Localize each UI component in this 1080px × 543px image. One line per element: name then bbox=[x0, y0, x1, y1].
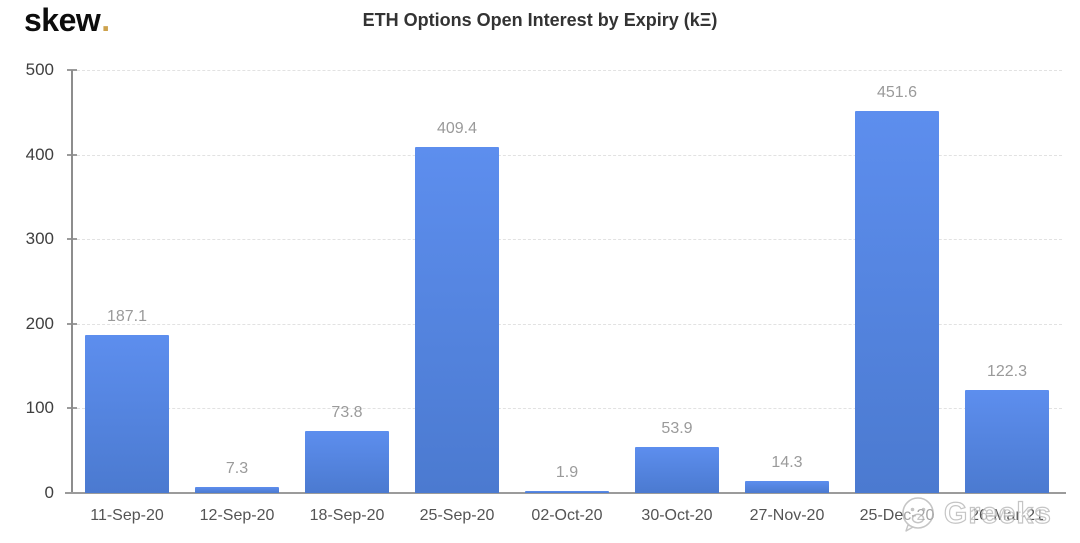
skew-logo-text: skew bbox=[24, 2, 101, 38]
bar-value-label: 1.9 bbox=[555, 464, 579, 481]
y-axis-line bbox=[71, 70, 73, 493]
x-axis-tick-label: 11-Sep-20 bbox=[90, 507, 164, 524]
bar-11-Sep-20 bbox=[85, 334, 169, 493]
gridline-400 bbox=[72, 154, 1062, 156]
bar-30-Oct-20 bbox=[635, 447, 719, 493]
y-axis-tick-label: 0 bbox=[44, 483, 54, 502]
bar-value-label: 409.4 bbox=[436, 119, 478, 137]
y-axis-tick-label: 300 bbox=[25, 229, 54, 249]
x-axis-tick-label: 27-Nov-20 bbox=[749, 507, 825, 524]
x-axis-tick-label: 26-Mar-21 bbox=[970, 507, 1044, 524]
chart-title: ETH Options Open Interest by Expiry (kΞ) bbox=[362, 10, 718, 30]
bar-27-Nov-20 bbox=[745, 480, 829, 493]
bar-value-label: 187.1 bbox=[106, 307, 148, 325]
skew-logo: skew. bbox=[24, 2, 110, 39]
x-axis-tick-label: 25-Sep-20 bbox=[419, 507, 495, 524]
bar-value-label: 122.3 bbox=[986, 362, 1028, 380]
bar-02-Oct-20 bbox=[525, 491, 609, 493]
bar-value-label: 14.3 bbox=[771, 453, 803, 471]
bar-value-label: 53.9 bbox=[661, 420, 693, 438]
skew-logo-dot: . bbox=[101, 2, 110, 38]
x-axis-tick-label: 30-Oct-20 bbox=[641, 507, 713, 524]
y-axis-tick-label: 100 bbox=[25, 398, 54, 418]
bar-26-Mar-21 bbox=[965, 389, 1049, 493]
x-axis-tick-label: 12-Sep-20 bbox=[199, 507, 275, 524]
bar-12-Sep-20 bbox=[195, 486, 279, 493]
bar-value-label: 7.3 bbox=[225, 459, 249, 477]
y-axis-tick-label: 400 bbox=[25, 144, 54, 164]
y-axis-tick-label: 500 bbox=[25, 60, 54, 79]
gridline-200 bbox=[72, 323, 1062, 325]
x-axis-tick-label: 25-Dec-20 bbox=[859, 507, 935, 524]
gridline-100 bbox=[72, 408, 1062, 410]
bar-18-Sep-20 bbox=[305, 430, 389, 493]
x-axis-tick-label: 18-Sep-20 bbox=[309, 507, 385, 524]
gridline-500 bbox=[72, 70, 1062, 71]
gridline-300 bbox=[72, 239, 1062, 241]
bar-25-Dec-20 bbox=[855, 110, 939, 493]
bar-25-Sep-20 bbox=[415, 146, 499, 493]
x-axis-line bbox=[65, 492, 1066, 494]
x-axis-tick-label: 02-Oct-20 bbox=[531, 507, 603, 524]
y-axis-tick-label: 200 bbox=[25, 313, 54, 333]
bar-value-label: 451.6 bbox=[876, 83, 918, 101]
bar-value-label: 73.8 bbox=[331, 403, 363, 421]
